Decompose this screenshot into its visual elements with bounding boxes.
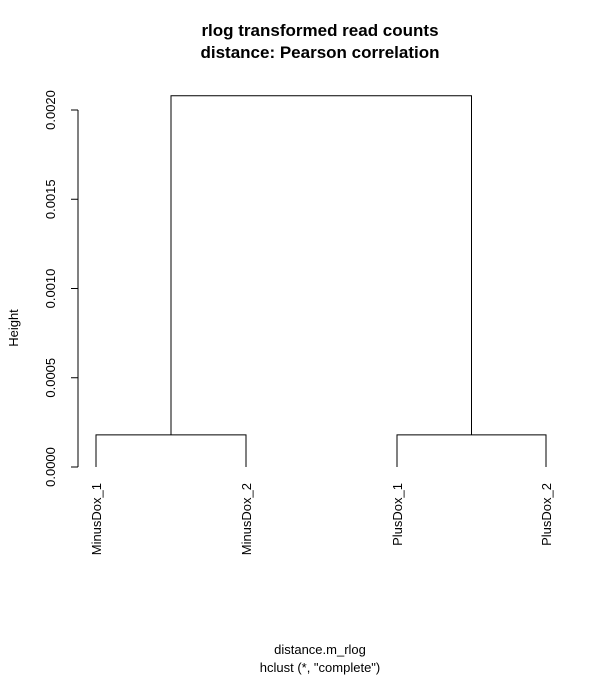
- y-tick-label: 0.0010: [43, 269, 58, 309]
- dendrogram-tree: [95, 95, 547, 467]
- y-tick-label: 0.0000: [43, 447, 58, 487]
- y-tick-label: 0.0005: [43, 358, 58, 398]
- chart-title-line-2: distance: Pearson correlation: [200, 43, 439, 62]
- hclust-method-label: hclust (*, "complete"): [260, 660, 381, 675]
- merge-link-3: [170, 95, 472, 435]
- y-axis-label: Height: [6, 309, 21, 347]
- leaf-labels: MinusDox_1 MinusDox_2 PlusDox_1 PlusDox_2: [89, 483, 554, 555]
- merge-link-1: [95, 434, 247, 467]
- x-axis-label: distance.m_rlog: [274, 642, 366, 657]
- y-axis: 0.0000 0.0005 0.0010 0.0015 0.0020: [43, 90, 79, 487]
- leaf-label-minusdox-2: MinusDox_2: [239, 483, 254, 555]
- chart-title-line-1: rlog transformed read counts: [201, 21, 438, 40]
- leaf-label-plusdox-1: PlusDox_1: [390, 483, 405, 546]
- leaf-label-minusdox-1: MinusDox_1: [89, 483, 104, 555]
- y-tick-label: 0.0020: [43, 90, 58, 130]
- y-tick-label: 0.0015: [43, 179, 58, 219]
- leaf-label-plusdox-2: PlusDox_2: [539, 483, 554, 546]
- merge-link-2: [396, 434, 547, 467]
